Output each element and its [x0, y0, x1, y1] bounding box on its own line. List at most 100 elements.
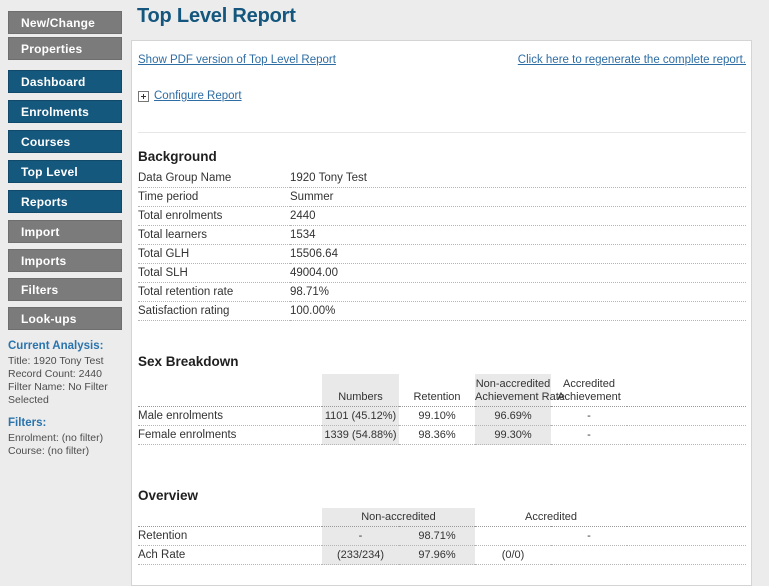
- cell-na-fraction: -: [322, 526, 399, 546]
- row-label: Total retention rate: [138, 282, 290, 302]
- sidebar-item-look-ups[interactable]: Look-ups: [8, 307, 122, 330]
- col-accredited-achievement: Accredited Achievement: [551, 374, 627, 407]
- table-row: Time period Summer: [138, 187, 746, 207]
- col-line: Non-accredited: [475, 378, 551, 390]
- filters-course: Course: (no filter): [8, 445, 90, 457]
- table-row: Data Group Name 1920 Tony Test: [138, 169, 746, 188]
- cell-filler: [627, 425, 746, 445]
- sidebar-item-import[interactable]: Import: [8, 220, 122, 243]
- regenerate-report-link[interactable]: Click here to regenerate the complete re…: [517, 54, 746, 66]
- row-label: Total SLH: [138, 263, 290, 283]
- row-label: Total GLH: [138, 244, 290, 264]
- cell-filler: [627, 545, 746, 565]
- cell-numbers: 1101 (45.12%): [322, 406, 399, 426]
- cell-acc-percent: -: [551, 526, 628, 546]
- sidebar-item-properties[interactable]: Properties: [8, 37, 122, 60]
- sidebar-item-new-change[interactable]: New/Change: [8, 11, 122, 34]
- col-non-accredited: Non-accredited: [322, 508, 475, 527]
- table-row: Total learners 1534: [138, 225, 746, 245]
- sidebar-item-courses[interactable]: Courses: [8, 130, 122, 153]
- row-label: Satisfaction rating: [138, 301, 290, 321]
- col-line: Achievement: [557, 391, 621, 403]
- background-table: Data Group Name 1920 Tony Test Time peri…: [138, 169, 746, 321]
- row-label: Data Group Name: [138, 169, 290, 188]
- configure-report-row: Configure Report: [138, 90, 746, 102]
- row-label: Female enrolments: [138, 425, 322, 445]
- row-label: Male enrolments: [138, 406, 322, 426]
- table-row: Male enrolments 1101 (45.12%) 99.10% 96.…: [138, 406, 746, 426]
- sidebar-item-reports[interactable]: Reports: [8, 190, 122, 213]
- report-links-row: Show PDF version of Top Level Report Cli…: [138, 54, 746, 66]
- col-line: Achievement Rate: [475, 391, 565, 403]
- sex-breakdown-header-row: Numbers Retention Non-accredited Achieve…: [138, 374, 746, 407]
- sidebar-info: Current Analysis: Title: 1920 Tony Test …: [0, 340, 131, 458]
- row-value: 49004.00: [290, 263, 746, 283]
- row-value: 2440: [290, 206, 746, 226]
- current-analysis-heading: Current Analysis:: [8, 340, 104, 352]
- configure-report-link[interactable]: Configure Report: [154, 90, 242, 102]
- overview-header-row: Non-accredited Accredited: [138, 508, 746, 527]
- table-row: Total GLH 15506.64: [138, 244, 746, 264]
- col-accredited: Accredited: [475, 508, 628, 527]
- sidebar: New/Change Properties Dashboard Enrolmen…: [0, 0, 131, 458]
- cell-na-rate: 99.30%: [475, 425, 551, 445]
- overview-table: Non-accredited Accredited Retention - 98…: [138, 508, 746, 565]
- table-row: Satisfaction rating 100.00%: [138, 301, 746, 321]
- row-label: Retention: [138, 526, 322, 546]
- col-retention: Retention: [399, 374, 475, 407]
- report-panel: Show PDF version of Top Level Report Cli…: [131, 40, 752, 586]
- row-label: Time period: [138, 187, 290, 207]
- cell-na-percent: 97.96%: [399, 545, 475, 565]
- cell-acc-fraction: [475, 526, 551, 546]
- row-label: Total enrolments: [138, 206, 290, 226]
- show-pdf-link[interactable]: Show PDF version of Top Level Report: [138, 54, 336, 66]
- current-analysis-title: Title: 1920 Tony Test: [8, 355, 104, 367]
- page-title: Top Level Report: [137, 5, 296, 27]
- expand-plus-icon[interactable]: [138, 90, 149, 102]
- sidebar-item-filters[interactable]: Filters: [8, 278, 122, 301]
- table-row: Total retention rate 98.71%: [138, 282, 746, 302]
- row-value: Summer: [290, 187, 746, 207]
- sex-breakdown-heading: Sex Breakdown: [138, 354, 239, 369]
- current-analysis-filter-name: Filter Name: No Filter Selected: [8, 381, 108, 406]
- col-numbers: Numbers: [322, 374, 399, 407]
- sidebar-item-enrolments[interactable]: Enrolments: [8, 100, 122, 123]
- row-label: Ach Rate: [138, 545, 322, 565]
- cell-filler: [627, 526, 746, 546]
- cell-retention: 99.10%: [399, 406, 475, 426]
- row-label: Total learners: [138, 225, 290, 245]
- cell-acc-percent: [551, 545, 628, 565]
- table-row: Ach Rate (233/234) 97.96% (0/0): [138, 545, 746, 565]
- sidebar-item-top-level[interactable]: Top Level: [8, 160, 122, 183]
- col-line: Accredited: [563, 378, 615, 390]
- sidebar-item-dashboard[interactable]: Dashboard: [8, 70, 122, 93]
- cell-filler: [627, 406, 746, 426]
- cell-na-rate: 96.69%: [475, 406, 551, 426]
- cell-retention: 98.36%: [399, 425, 475, 445]
- table-row: Retention - 98.71% -: [138, 526, 746, 546]
- table-row: Female enrolments 1339 (54.88%) 98.36% 9…: [138, 425, 746, 445]
- sidebar-item-imports[interactable]: Imports: [8, 249, 122, 272]
- cell-na-percent: 98.71%: [399, 526, 475, 546]
- header-spacer: [138, 508, 322, 527]
- header-filler: [627, 508, 746, 527]
- background-heading: Background: [138, 149, 217, 164]
- cell-accredited: -: [551, 406, 627, 426]
- table-row: Total enrolments 2440: [138, 206, 746, 226]
- header-filler: [627, 374, 746, 407]
- cell-numbers: 1339 (54.88%): [322, 425, 399, 445]
- sex-breakdown-table: Numbers Retention Non-accredited Achieve…: [138, 374, 746, 445]
- row-value: 1534: [290, 225, 746, 245]
- row-value: 98.71%: [290, 282, 746, 302]
- filters-enrolment: Enrolment: (no filter): [8, 432, 104, 444]
- cell-accredited: -: [551, 425, 627, 445]
- section-divider: [138, 132, 746, 133]
- overview-heading: Overview: [138, 488, 199, 503]
- cell-na-fraction: (233/234): [322, 545, 399, 565]
- filters-heading: Filters:: [8, 417, 47, 429]
- cell-acc-fraction: (0/0): [475, 545, 551, 565]
- row-value: 1920 Tony Test: [290, 169, 746, 188]
- row-value: 100.00%: [290, 301, 746, 321]
- header-spacer: [138, 374, 322, 407]
- current-analysis-record-count: Record Count: 2440: [8, 368, 102, 380]
